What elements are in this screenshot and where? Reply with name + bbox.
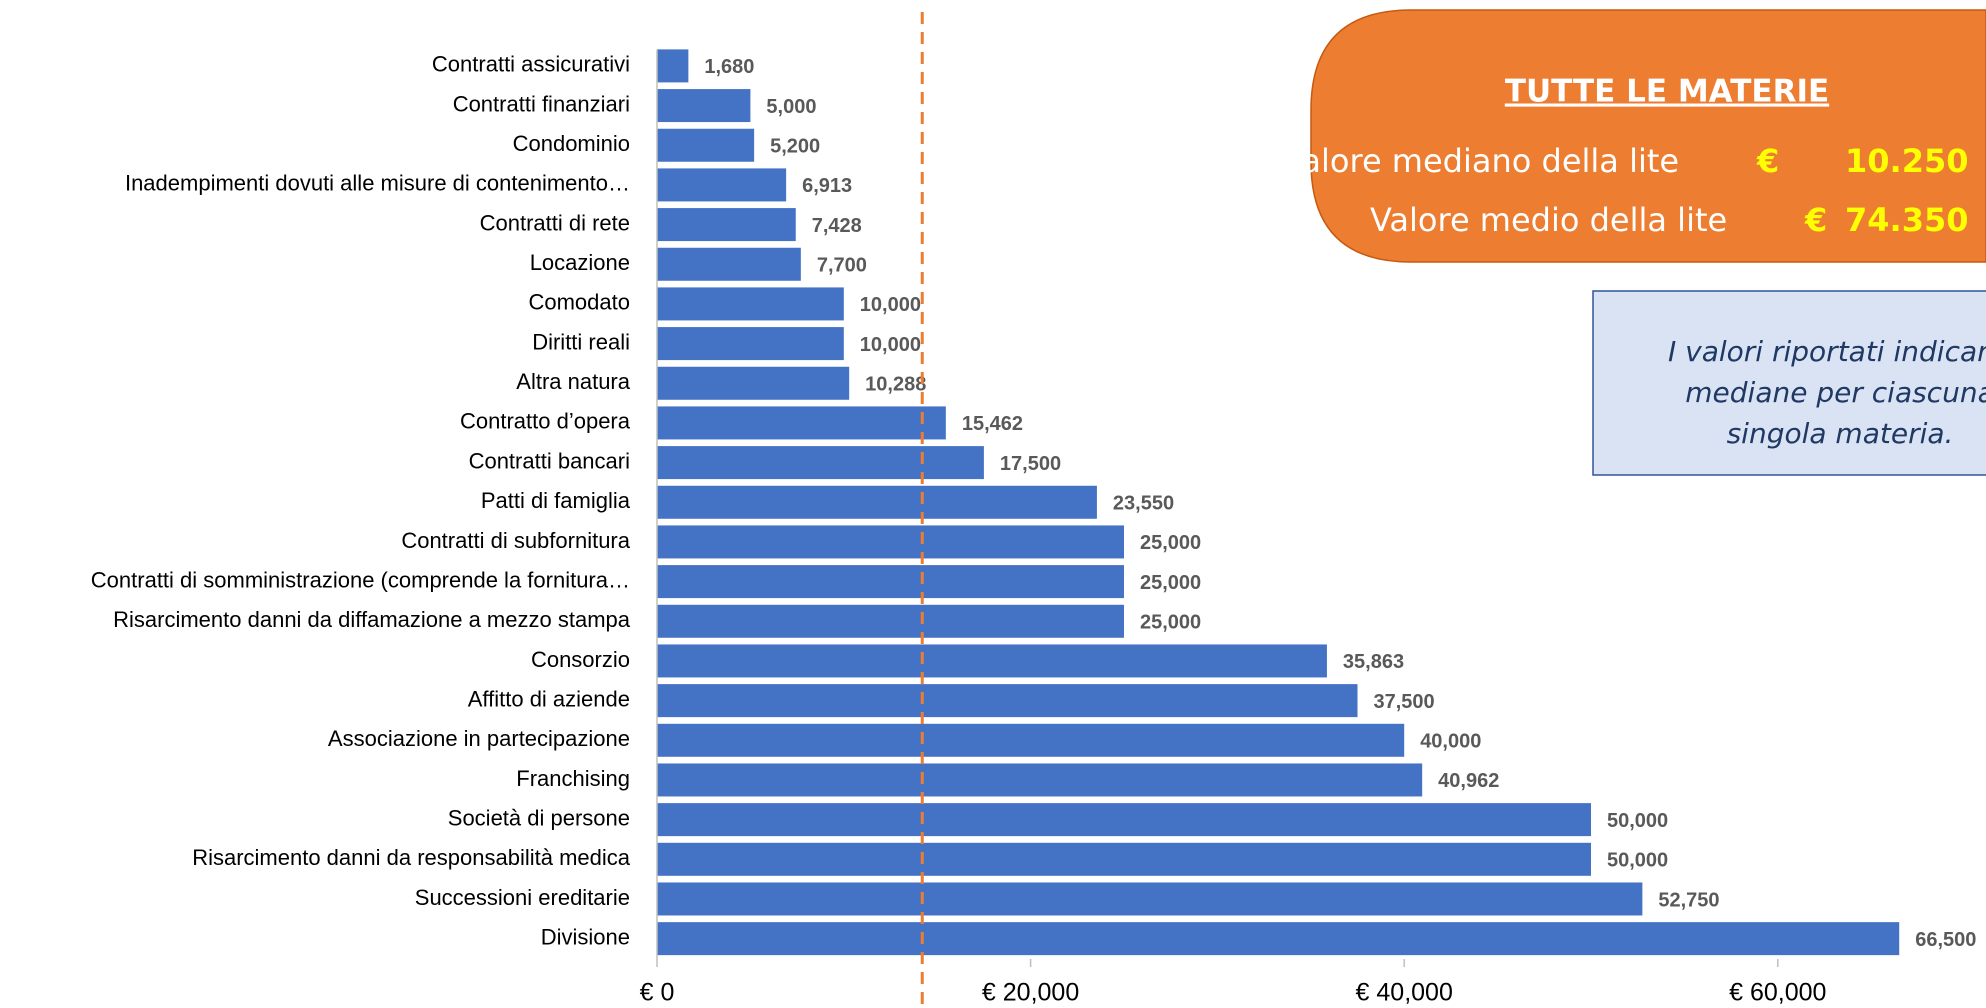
y-tick-label: Contratti di subfornitura (401, 528, 630, 553)
bar (657, 168, 787, 202)
y-tick-label: Franchising (516, 766, 630, 791)
data-label: 10,288 (865, 374, 926, 396)
y-tick-label: Contratti di somministrazione (comprende… (91, 567, 630, 592)
summary-title: TUTTE LE MATERIE (1505, 74, 1829, 110)
data-label: 7,700 (817, 255, 867, 277)
summary-box: TUTTE LE MATERIE Valore mediano della li… (1282, 9, 1986, 263)
note-line: singola materia. (1727, 417, 1954, 450)
y-tick-label: Patti di famiglia (481, 488, 631, 513)
bar (657, 247, 801, 281)
mean-value: 74.350 (1845, 201, 1968, 239)
bar (657, 287, 844, 321)
y-tick-label: Successioni ereditarie (415, 885, 630, 910)
y-tick-label: Contratti assicurativi (432, 52, 630, 77)
data-label: 66,500 (1915, 929, 1976, 951)
x-tick-label: € 0 (640, 979, 675, 1007)
bar (657, 327, 844, 361)
data-label: 17,500 (1000, 453, 1061, 475)
bar (657, 485, 1097, 519)
bar (657, 446, 984, 480)
bar (657, 604, 1124, 638)
bar (657, 644, 1327, 678)
bar (657, 882, 1643, 916)
bar (657, 128, 755, 162)
x-tick-label: € 20,000 (982, 979, 1079, 1007)
note-box-bg (1592, 290, 1986, 476)
data-label: 7,428 (812, 215, 862, 237)
y-tick-label: Contratto d’opera (460, 409, 631, 434)
data-label: 52,750 (1658, 889, 1719, 911)
data-label: 23,550 (1113, 493, 1174, 515)
y-tick-label: Contratti finanziari (453, 91, 630, 116)
y-tick-label: Risarcimento danni da responsabilità med… (192, 845, 631, 870)
bar (657, 366, 850, 400)
note-line: I valori riportati indicano (1668, 335, 1986, 368)
y-tick-label: Associazione in partecipazione (328, 726, 630, 751)
mean-currency: € (1804, 201, 1827, 239)
bar (657, 89, 751, 123)
bar (657, 803, 1591, 837)
y-tick-label: Comodato (528, 290, 630, 315)
y-tick-label: Risarcimento danni da diffamazione a mez… (113, 607, 631, 632)
y-tick-label: Condominio (513, 131, 630, 156)
y-tick-label: Società di persone (448, 805, 630, 830)
bar (657, 763, 1423, 797)
data-label: 5,200 (770, 136, 820, 158)
median-label: Valore mediano della lite (1282, 142, 1679, 180)
data-label: 25,000 (1140, 572, 1201, 594)
data-label: 6,913 (802, 175, 852, 197)
data-label: 40,962 (1438, 770, 1499, 792)
y-tick-label: Locazione (530, 250, 630, 275)
bar (657, 525, 1124, 559)
x-tick-label: € 60,000 (1729, 979, 1826, 1007)
y-tick-label: Altra natura (516, 369, 630, 394)
bar (657, 723, 1405, 757)
median-currency: € (1756, 142, 1779, 180)
data-label: 25,000 (1140, 612, 1201, 634)
data-label: 15,462 (962, 413, 1023, 435)
y-tick-label: Divisione (541, 924, 630, 949)
y-tick-label: Inadempimenti dovuti alle misure di cont… (125, 171, 630, 196)
bar (657, 49, 689, 83)
median-value: 10.250 (1845, 142, 1968, 180)
y-tick-label: Contratti di rete (480, 210, 630, 235)
bar (657, 406, 946, 440)
y-tick-label: Diritti reali (532, 329, 630, 354)
note-line: mediane per ciascuna (1685, 376, 1986, 409)
y-tick-label: Consorzio (531, 647, 630, 672)
plot: Contratti assicurativi 1,680 Contratti fin… (91, 12, 1976, 1008)
data-label: 50,000 (1607, 810, 1668, 832)
x-tick-label: € 40,000 (1356, 979, 1453, 1007)
bar (657, 565, 1124, 599)
y-tick-label: Affitto di aziende (468, 686, 630, 711)
bar (657, 922, 1900, 956)
data-label: 37,500 (1374, 691, 1435, 713)
bar (657, 684, 1358, 718)
bar (657, 842, 1591, 876)
data-label: 10,000 (860, 334, 921, 356)
y-tick-label: Contratti bancari (469, 448, 630, 473)
data-label: 25,000 (1140, 532, 1201, 554)
data-label: 5,000 (766, 96, 816, 118)
data-label: 1,680 (704, 56, 754, 78)
data-label: 10,000 (860, 294, 921, 316)
data-label: 40,000 (1420, 731, 1481, 753)
summary-box-bg (1310, 9, 1986, 263)
mean-label: Valore medio della lite (1370, 201, 1727, 239)
note-box: I valori riportati indicano mediane per … (1592, 290, 1986, 476)
data-label: 50,000 (1607, 850, 1668, 872)
bar (657, 208, 796, 242)
data-label: 35,863 (1343, 651, 1404, 673)
